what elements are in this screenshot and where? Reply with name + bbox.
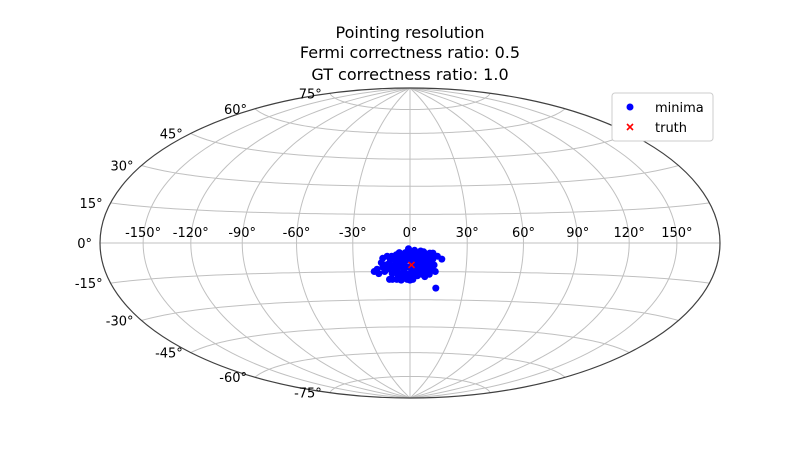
longitude-tick-label: 150° [661,226,692,241]
chart-title-line-2: Fermi correctness ratio: 0.5 [300,43,520,62]
parallel-line [254,352,566,378]
latitude-tick-label: -75° [294,387,322,402]
minima-point [431,268,439,275]
longitude-tick-label: -120° [173,226,209,241]
longitude-tick-label: -30° [339,226,367,241]
latitude-tick-label: 0° [77,237,92,252]
longitude-tick-label: -150° [125,226,161,241]
parallel-line [190,326,630,354]
longitude-tick-labels: -150° -120° -90° -60° -30° 0° 30° 60° 90° 120° 150… [125,226,692,241]
longitude-tick-label: 90° [566,226,589,241]
parallel-line [141,299,679,321]
parallel-line [141,165,679,187]
latitude-tick-label: -60° [219,371,247,386]
latitude-tick-label: 60° [224,103,247,118]
latitude-tick-label: 45° [160,127,183,142]
legend-minima-label: minima [655,101,704,116]
minima-point [397,276,405,284]
map-frame [99,87,721,399]
legend-truth-marker [626,123,634,131]
minima-point [409,275,417,283]
legend-box [611,92,714,142]
parallel-line [329,375,491,393]
longitude-tick-label: 60° [512,226,535,241]
truth-marker [407,261,416,269]
latitude-tick-label: -15° [75,277,103,292]
legend: minima truth [611,92,714,142]
longitude-tick-label: -90° [228,226,256,241]
minima-point [432,284,440,292]
longitude-tick-label: 30° [456,226,479,241]
parallel-line [190,132,630,160]
latitude-tick-label: -45° [155,347,183,362]
longitude-tick-label: -60° [283,226,311,241]
latitude-tick-label: 75° [299,87,322,102]
latitude-tick-label: 30° [110,160,133,175]
chart-title-line-1: Pointing resolution [336,23,485,42]
parallel-line [329,93,491,111]
latitude-tick-label: 15° [80,197,103,212]
parallel-line [110,202,710,215]
minima-point [438,255,446,263]
minima-points [370,245,446,292]
minima-point [388,270,396,277]
legend-minima-marker [626,103,634,111]
latitude-tick-label: -30° [106,315,134,330]
minima-point [421,273,429,281]
minima-point [381,268,389,275]
longitude-tick-label: 0° [403,226,418,241]
minima-point [375,270,383,278]
parallel-line [254,108,566,134]
grid-lines [100,87,720,399]
longitude-tick-label: 120° [614,226,645,241]
latitude-tick-labels: -75° -60° -45° -30° -15° 0° 15° 30° 45° 60° 75° [75,87,322,401]
chart-title-line-3: GT correctness ratio: 1.0 [311,65,508,84]
truth-markers [407,261,416,269]
legend-truth-label: truth [655,121,687,136]
